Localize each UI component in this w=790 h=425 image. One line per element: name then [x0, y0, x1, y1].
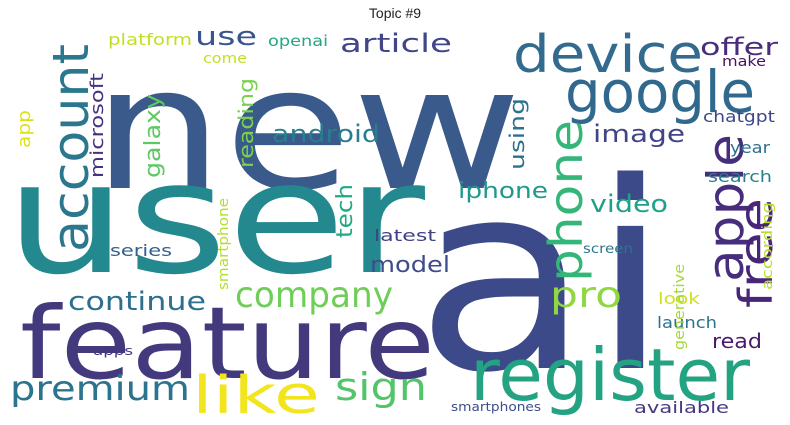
- word-new: new: [92, 31, 522, 229]
- word-company: company: [235, 275, 393, 316]
- word-latest: latest: [374, 226, 436, 245]
- word-account: account: [42, 44, 100, 252]
- word-sign: sign: [335, 365, 427, 409]
- word-android: android: [272, 120, 380, 148]
- word-phone: phone: [539, 120, 593, 282]
- word-pro: pro: [550, 275, 622, 316]
- word-available: available: [634, 398, 729, 417]
- word-apple: apple: [697, 134, 755, 282]
- word-launch: launch: [657, 313, 717, 332]
- word-like: like: [192, 366, 320, 425]
- word-galaxy: galaxy: [141, 94, 166, 178]
- word-series: series: [110, 241, 172, 260]
- word-using: using: [505, 98, 529, 170]
- word-according: according: [760, 202, 776, 290]
- word-device: device: [513, 25, 703, 85]
- word-read: read: [712, 329, 762, 353]
- word-apps: apps: [93, 344, 133, 358]
- word-model: model: [370, 253, 450, 278]
- word-chatgpt: chatgpt: [703, 107, 775, 126]
- word-use: use: [195, 22, 257, 52]
- word-register: register: [470, 333, 750, 417]
- word-tech: tech: [333, 184, 358, 238]
- word-feature: feature: [20, 285, 435, 402]
- word-app: app: [14, 110, 35, 148]
- word-generative: generative: [672, 264, 688, 350]
- word-free: free: [729, 198, 783, 308]
- word-openai: openai: [268, 32, 328, 50]
- word-screen: screen: [583, 242, 633, 257]
- word-continue: continue: [68, 287, 206, 317]
- word-look: look: [658, 289, 701, 308]
- word-year: year: [730, 138, 770, 157]
- word-premium: premium: [10, 369, 190, 409]
- word-microsoft: microsoft: [87, 73, 108, 178]
- word-image: image: [593, 120, 685, 148]
- word-come: come: [203, 51, 247, 67]
- word-article: article: [340, 29, 452, 59]
- word-offer: offer: [700, 33, 778, 61]
- word-platform: platform: [108, 30, 192, 49]
- word-make: make: [722, 54, 766, 70]
- word-user: user: [5, 128, 425, 309]
- word-ai: ai: [415, 128, 670, 425]
- word-iphone: iphone: [458, 179, 548, 204]
- word-google: google: [565, 58, 755, 126]
- chart-title: Topic #9: [368, 5, 422, 21]
- word-video: video: [590, 190, 668, 218]
- word-search: search: [708, 167, 772, 186]
- word-reading: reading: [234, 78, 258, 168]
- word-smartphone: smartphone: [216, 198, 232, 290]
- word-smartphones: smartphones: [451, 400, 541, 414]
